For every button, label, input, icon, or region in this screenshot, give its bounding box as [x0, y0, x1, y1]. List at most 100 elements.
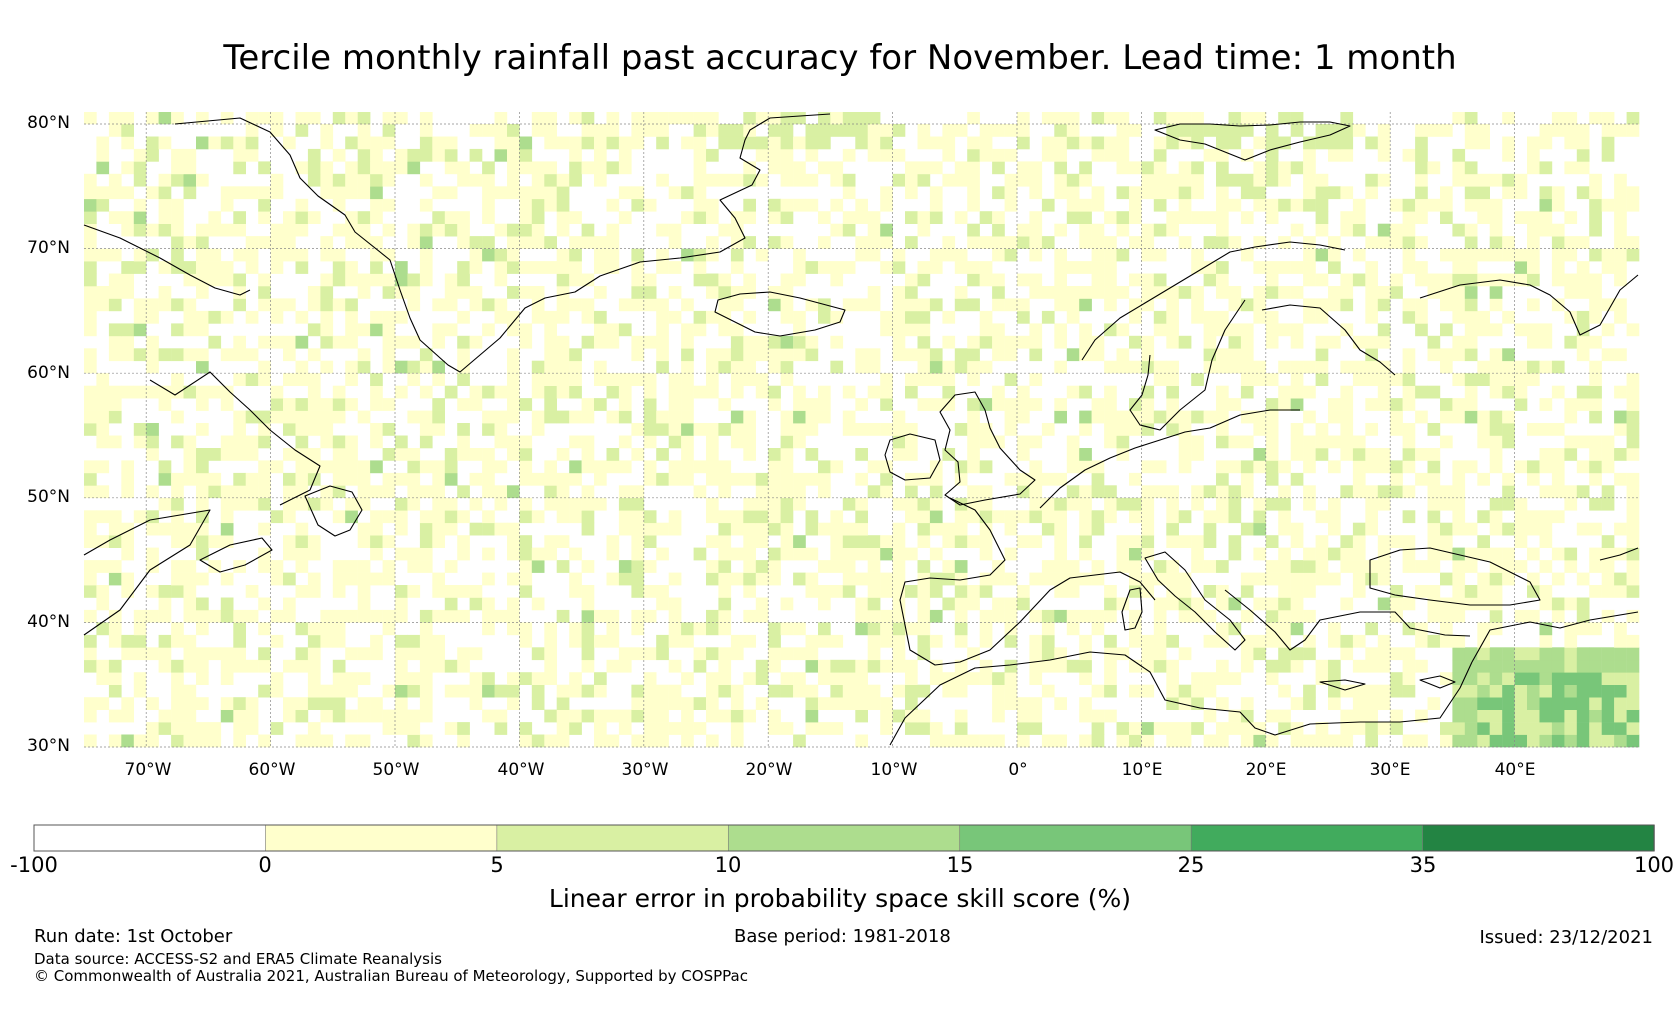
skill-cell [544, 547, 557, 561]
skill-cell [96, 435, 110, 449]
skill-cell [706, 373, 719, 386]
skill-cell [1315, 435, 1329, 449]
skill-cell [245, 448, 259, 461]
coast-britain [939, 391, 1036, 506]
skill-cell [1278, 460, 1291, 474]
skill-cell [233, 223, 246, 237]
skill-cell [519, 622, 533, 636]
skill-cell [345, 373, 358, 386]
skill-cell [1415, 385, 1428, 399]
skill-cell [706, 423, 719, 436]
skill-cell [979, 136, 993, 150]
skill-cell [121, 273, 134, 287]
skill-cell [1340, 410, 1354, 424]
skill-cell [419, 609, 433, 623]
skill-cell [967, 360, 980, 374]
skill-cell [133, 173, 147, 187]
skill-cell [84, 510, 97, 524]
skill-cell [1377, 560, 1391, 573]
skill-cell [395, 634, 408, 648]
skill-cell [121, 547, 134, 561]
skill-cell [220, 310, 234, 324]
skill-cell [407, 472, 421, 486]
skill-cell [755, 697, 769, 710]
skill-cell [1166, 398, 1179, 411]
skill-cell [133, 298, 147, 312]
skill-cell [743, 423, 756, 436]
skill-cell [917, 261, 931, 274]
skill-cell [1153, 622, 1167, 636]
skill-cell [1153, 198, 1167, 212]
skill-cell [892, 310, 906, 324]
skill-cell [307, 622, 321, 636]
skill-cell [1502, 348, 1515, 362]
skill-cell [519, 547, 533, 561]
skill-cell [1166, 112, 1179, 125]
skill-cell [842, 423, 856, 436]
skill-cell [270, 173, 284, 187]
skill-cell [1328, 634, 1341, 648]
skill-cell [1315, 423, 1329, 436]
skill-cell [1265, 286, 1279, 299]
skill-cell [1265, 148, 1279, 162]
skill-cell [606, 124, 620, 137]
skill-cell [345, 448, 358, 461]
skill-cell [1551, 385, 1565, 399]
skill-cell [1303, 360, 1316, 374]
skill-cell [606, 410, 620, 424]
skill-cell [942, 535, 956, 548]
skill-cell [345, 112, 358, 125]
skill-cell [220, 709, 234, 723]
skill-cell [1328, 236, 1341, 249]
skill-cell [1315, 360, 1329, 374]
skill-cell [1153, 560, 1167, 573]
skill-cell [780, 273, 794, 287]
skill-cell [1427, 198, 1441, 212]
skill-cell [606, 622, 620, 636]
skill-cell [1502, 148, 1515, 162]
skill-cell [1601, 323, 1615, 337]
skill-cell [432, 136, 445, 150]
skill-cell [1178, 722, 1192, 735]
skill-cell [295, 647, 309, 661]
skill-cell [892, 547, 906, 561]
skill-cell [929, 373, 943, 386]
skill-cell [1303, 298, 1316, 312]
skill-cell [183, 709, 197, 723]
skill-cell [457, 310, 470, 324]
skill-cell [320, 298, 334, 312]
skill-cell [1203, 410, 1217, 424]
skill-cell [1589, 684, 1602, 698]
skill-cell [395, 609, 408, 623]
skill-cell [805, 585, 819, 598]
skill-cell [332, 485, 346, 499]
skill-cell [220, 448, 234, 461]
skill-cell [892, 535, 906, 548]
skill-cell [556, 248, 570, 262]
skill-cell [581, 460, 595, 474]
skill-cell [1191, 124, 1204, 137]
skill-cell [1004, 186, 1018, 200]
skill-cell [1589, 697, 1602, 710]
skill-cell [1029, 323, 1043, 337]
skill-cell [979, 547, 993, 561]
skill-cell [1017, 510, 1030, 524]
skill-cell [917, 360, 931, 374]
skill-cell [332, 261, 346, 274]
skill-cell [929, 659, 943, 673]
skill-cell [1340, 647, 1354, 661]
skill-cell [220, 198, 234, 212]
skill-cell [1402, 659, 1416, 673]
skill-cell [768, 634, 781, 648]
skill-cell [805, 148, 819, 162]
skill-cell [1228, 597, 1242, 611]
skill-cell [1228, 672, 1242, 685]
skill-cell [643, 684, 657, 698]
skill-cell [1240, 522, 1254, 536]
skill-cell [332, 273, 346, 287]
skill-cell [1564, 547, 1578, 561]
skill-cell [1514, 186, 1528, 200]
skill-cell [656, 136, 669, 150]
skill-cell [743, 609, 756, 623]
skill-cell [780, 547, 794, 561]
